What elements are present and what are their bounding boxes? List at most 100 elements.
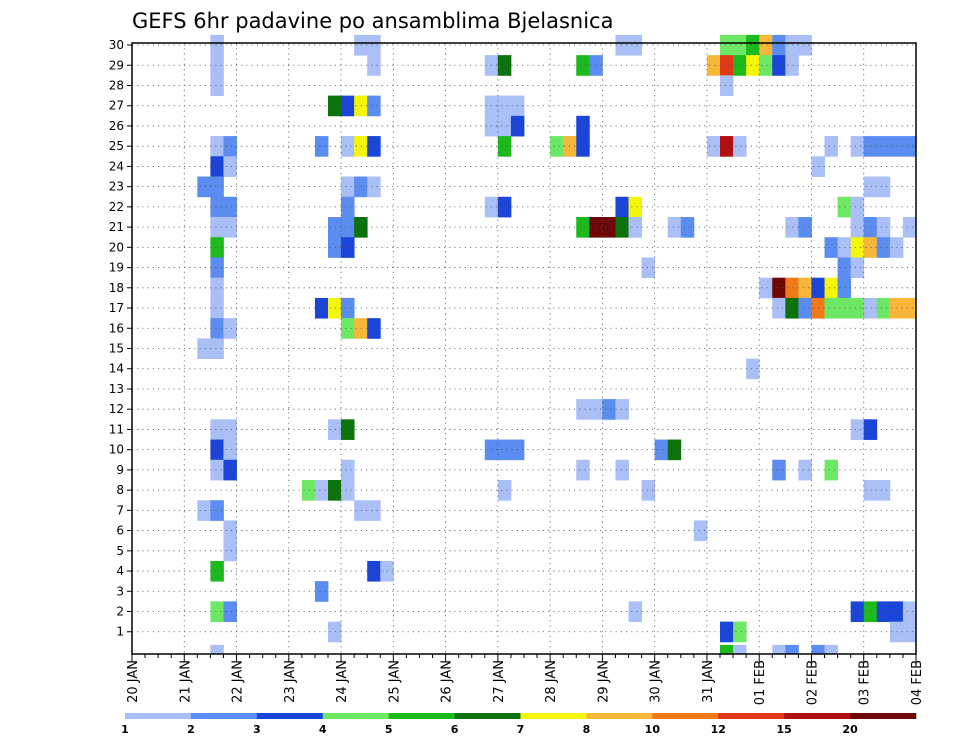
heatmap-cell <box>902 297 917 319</box>
heatmap-cell <box>667 439 682 461</box>
heatmap-cell <box>328 95 342 117</box>
heatmap-cell <box>223 540 237 562</box>
heatmap-cell <box>223 520 237 542</box>
heatmap-cell <box>746 55 760 76</box>
heatmap-cell <box>197 338 211 360</box>
heatmap-cell <box>197 176 211 198</box>
x-tick-label: 25 JAN <box>387 660 402 703</box>
heatmap-cell <box>876 216 891 238</box>
heatmap-cell <box>497 55 512 76</box>
heatmap-cell <box>223 318 237 339</box>
heatmap-cell <box>328 216 342 238</box>
y-tick-label: 28 <box>109 78 124 92</box>
x-tick-label: 03 FEB <box>858 660 873 705</box>
heatmap-cell <box>811 297 825 319</box>
heatmap-cell <box>824 237 838 258</box>
heatmap-cell <box>301 480 316 501</box>
heatmap-cell <box>785 277 799 299</box>
heatmap-cell <box>314 581 329 602</box>
heatmap-cell <box>615 34 629 56</box>
heatmap-cell <box>341 419 355 440</box>
heatmap-cell <box>837 237 852 258</box>
heatmap-cell <box>772 34 786 56</box>
heatmap-cell <box>902 136 917 157</box>
x-tick-label: 22 JAN <box>231 660 246 703</box>
heatmap-cell <box>850 601 865 623</box>
heatmap-cell <box>328 621 342 643</box>
heatmap-cell <box>223 136 237 157</box>
heatmap-cell <box>850 237 865 258</box>
x-tick-label: 30 JAN <box>649 660 664 703</box>
heatmap-cell <box>902 621 917 643</box>
y-tick-label: 20 <box>109 240 124 254</box>
heatmap-cell <box>589 399 603 420</box>
heatmap-cell <box>798 216 812 238</box>
y-tick-label: 26 <box>109 119 124 133</box>
y-tick-label: 29 <box>109 58 124 72</box>
heatmap-cell <box>367 560 381 582</box>
heatmap-cell <box>314 480 329 501</box>
heatmap-cell <box>341 318 355 339</box>
heatmap-cell <box>850 196 865 218</box>
heatmap-cell <box>693 520 708 542</box>
heatmap-cell <box>210 439 224 461</box>
heatmap-cell <box>615 399 629 420</box>
heatmap-cell <box>341 216 355 238</box>
heatmap-cell <box>837 297 852 319</box>
heatmap-cell <box>210 156 224 177</box>
legend-label: 6 <box>451 723 459 736</box>
heatmap-cell <box>210 297 224 319</box>
y-tick-label: 2 <box>116 605 124 619</box>
heatmap-cell <box>850 419 865 440</box>
heatmap-cell <box>602 216 616 238</box>
x-axis-ticks: 20 JAN 21 JAN 22 JAN 23 JAN 24 JAN 25 JAN 26 J… <box>126 654 925 705</box>
heatmap-cell <box>785 34 799 56</box>
legend-label: 20 <box>842 723 858 736</box>
y-tick-label: 3 <box>116 584 124 598</box>
heatmap-cell <box>615 459 629 481</box>
heatmap-cell <box>367 95 381 117</box>
x-tick-label: 23 JAN <box>283 660 298 703</box>
heatmap-cell <box>837 196 852 218</box>
heatmap-cell <box>720 34 734 56</box>
heatmap-cell <box>223 601 237 623</box>
y-tick-label: 17 <box>109 301 124 315</box>
heatmap-cell <box>210 601 224 623</box>
legend-color-swatch <box>322 713 389 719</box>
legend-label: 3 <box>253 723 261 736</box>
heatmap-cell <box>602 399 616 420</box>
heatmap-cell <box>720 55 734 76</box>
chart-gridlines <box>132 43 916 654</box>
heatmap-cell <box>746 34 760 56</box>
heatmap-cell <box>210 419 224 440</box>
heatmap-cell <box>824 459 838 481</box>
legend-label: 10 <box>645 723 661 736</box>
y-tick-label: 30 <box>109 38 124 52</box>
heatmap-cell <box>824 277 838 299</box>
heatmap-cell <box>798 34 812 56</box>
x-tick-label: 01 FEB <box>753 660 768 705</box>
heatmap-cell <box>223 439 237 461</box>
heatmap-cell <box>328 419 342 440</box>
chart-title: GEFS 6hr padavine po ansamblima Bjelasni… <box>132 9 613 33</box>
heatmap-cell <box>328 297 342 319</box>
y-tick-label: 24 <box>109 159 124 173</box>
heatmap-cell <box>759 55 773 76</box>
legend-color-swatch <box>125 713 192 719</box>
heatmap-cell <box>641 480 656 501</box>
heatmap-cell <box>824 297 838 319</box>
heatmap-cell <box>210 75 224 97</box>
heatmap-cell <box>837 257 852 279</box>
heatmap-cell <box>210 34 224 56</box>
heatmap-cell <box>850 216 865 238</box>
heatmap-cell <box>341 176 355 198</box>
heatmap-cell <box>197 500 211 521</box>
heatmap-cell <box>706 136 721 157</box>
heatmap-cell <box>733 644 747 655</box>
heatmap-cell <box>720 136 734 157</box>
heatmap-cell <box>876 297 891 319</box>
heatmap-cell <box>497 480 512 501</box>
heatmap-cell <box>615 216 629 238</box>
heatmap-cell <box>367 176 381 198</box>
heatmap-cell <box>210 560 224 582</box>
